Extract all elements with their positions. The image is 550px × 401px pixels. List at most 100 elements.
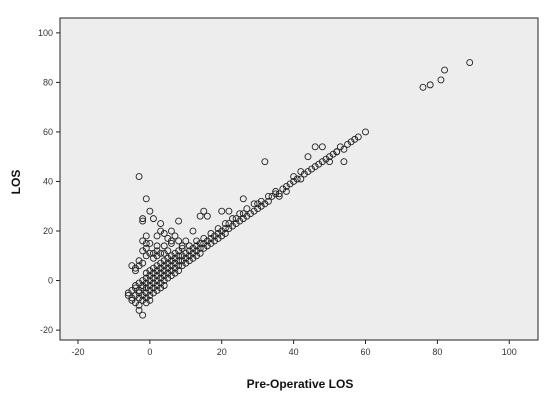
scatter-point (146, 277, 154, 285)
scatter-point (175, 237, 183, 245)
scatter-point (153, 267, 161, 275)
scatter-point (275, 190, 283, 198)
scatter-point (265, 192, 272, 200)
scatter-point (139, 217, 147, 225)
scatter-point (153, 262, 161, 270)
scatter-point (207, 239, 215, 247)
scatter-point (185, 242, 193, 250)
scatter-point (160, 242, 168, 250)
scatter-point (146, 267, 154, 275)
scatter-point (164, 259, 172, 267)
scatter-point (175, 247, 183, 255)
scatter-point (193, 237, 201, 245)
scatter-point (318, 143, 326, 151)
scatter-point (290, 178, 298, 185)
x-tick-label: 40 (289, 347, 299, 357)
scatter-point (139, 296, 147, 304)
scatter-point (160, 262, 168, 270)
scatter-point (142, 274, 150, 282)
scatter-point (149, 289, 157, 297)
scatter-point (329, 150, 337, 158)
scatter-point (175, 267, 183, 275)
scatter-point (132, 267, 139, 275)
scatter-point (221, 220, 229, 228)
scatter-point (157, 249, 165, 257)
scatter-point (142, 279, 150, 287)
scatter-point (142, 252, 150, 260)
scatter-point (149, 279, 157, 287)
scatter-point (354, 133, 362, 141)
scatter-point (128, 287, 136, 294)
scatter-point (218, 227, 226, 235)
plot-area (59, 17, 539, 341)
x-tick-label: -20 (71, 347, 84, 357)
scatter-point (171, 269, 179, 277)
scatter-point (200, 207, 208, 215)
scatter-point (261, 158, 269, 166)
scatter-point (142, 299, 150, 307)
scatter-point (164, 269, 172, 277)
scatter-point (239, 215, 247, 223)
scatter-point (247, 210, 254, 218)
x-tick-label: 0 (147, 347, 152, 357)
scatter-point (340, 158, 348, 166)
scatter-point (157, 269, 165, 277)
scatter-point (308, 165, 316, 173)
scatter-point (153, 232, 161, 240)
scatter-point (351, 135, 359, 143)
scatter-point (146, 249, 154, 257)
data-points (124, 59, 474, 319)
scatter-point (214, 230, 222, 237)
scatter-point (185, 247, 193, 255)
scatter-point (178, 262, 186, 270)
scatter-point (135, 279, 143, 287)
scatter-point (146, 207, 154, 215)
scatter-point (193, 242, 201, 250)
scatter-point (193, 247, 201, 255)
scatter-point (157, 274, 165, 282)
y-tick-label: 40 (43, 176, 53, 186)
scatter-point (236, 210, 244, 218)
scatter-point (132, 282, 139, 289)
scatter-point (236, 217, 244, 225)
x-tick-label: 100 (502, 347, 517, 357)
scatter-point (139, 277, 147, 285)
scatter-point (139, 282, 147, 289)
scatter-point (135, 173, 143, 180)
scatter-point (282, 182, 290, 190)
scatter-point (135, 306, 143, 314)
scatter-point (167, 262, 175, 270)
scatter-point (272, 187, 280, 195)
y-tick-label: 60 (43, 127, 53, 137)
scatter-point (146, 287, 154, 294)
scatter-point (189, 249, 197, 257)
scatter-point (200, 244, 208, 252)
scatter-point (153, 247, 161, 255)
scatter-point (182, 259, 190, 267)
scatter-point (142, 289, 150, 297)
scatter-point (211, 237, 218, 245)
scatter-point (139, 311, 147, 319)
scatter-point (149, 264, 157, 272)
scatter-point (149, 274, 157, 282)
x-tick-label: 60 (360, 347, 370, 357)
scatter-point (167, 272, 175, 280)
scatter-point (344, 140, 351, 148)
scatter-point (257, 202, 265, 210)
scatter-point (232, 220, 240, 228)
scatter-point (185, 252, 193, 260)
scatter-point (160, 272, 168, 280)
scatter-point (160, 282, 168, 289)
scatter-point (146, 239, 154, 247)
scatter-point (466, 59, 474, 67)
scatter-point (157, 264, 165, 272)
scatter-point (146, 291, 154, 299)
scatter-point (178, 244, 186, 252)
scatter-point (142, 239, 150, 247)
scatter-point (250, 207, 258, 215)
scatter-point (218, 207, 226, 215)
scatter-point (286, 180, 294, 188)
y-tick-label: 100 (38, 28, 53, 38)
scatter-point (171, 249, 179, 257)
scatter-point (171, 264, 179, 272)
